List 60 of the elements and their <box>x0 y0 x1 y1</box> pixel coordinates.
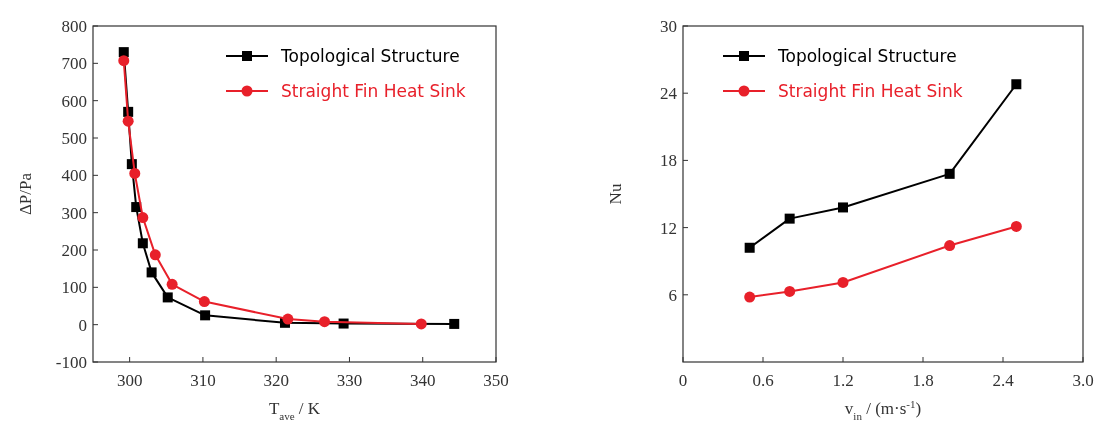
point <box>784 213 795 224</box>
y-axis-title: ΔP/Pa <box>16 172 35 216</box>
point <box>118 47 129 58</box>
point <box>1010 220 1022 232</box>
point <box>449 318 460 329</box>
point <box>744 242 755 253</box>
point <box>944 240 956 252</box>
y-axis-title: Nu <box>606 183 625 205</box>
point <box>838 202 848 213</box>
x-tick-label: 340 <box>409 371 436 390</box>
point <box>162 292 173 303</box>
y-tick-label: 800 <box>61 16 87 36</box>
point <box>149 249 161 261</box>
point <box>837 276 849 288</box>
y-tick-label: 400 <box>61 166 87 186</box>
legend-label: Topological Structure <box>777 45 957 66</box>
x-tick-label: 2.4 <box>992 371 1015 390</box>
x-tick-label: 300 <box>116 371 143 390</box>
legend-label: Straight Fin Heat Sink <box>281 80 466 101</box>
y-tick-label: 300 <box>61 203 87 223</box>
point <box>129 167 141 179</box>
point <box>146 267 157 278</box>
y-tick-label: -100 <box>55 352 87 372</box>
x-tick-label: 1.2 <box>832 371 854 390</box>
y-tick-label: 600 <box>61 91 87 111</box>
point <box>944 168 955 179</box>
point <box>118 55 130 67</box>
x-tick-label: 310 <box>190 371 216 390</box>
x-axis-title: T$_{ave}$ / K <box>268 399 321 422</box>
y-tick-label: 18 <box>660 151 677 171</box>
legend-label: Topological Structure <box>280 45 460 66</box>
point <box>319 316 331 328</box>
point <box>200 310 211 321</box>
y-tick-label: 12 <box>660 218 677 238</box>
x-tick-label: 0.6 <box>752 371 774 390</box>
point <box>744 291 756 303</box>
point <box>415 318 427 330</box>
y-tick-label: 0 <box>78 315 87 335</box>
point <box>166 278 178 290</box>
y-tick-label: 100 <box>61 278 87 298</box>
legend-label: Straight Fin Heat Sink <box>778 80 963 101</box>
point <box>282 313 294 325</box>
x-tick-label: 3.0 <box>1072 371 1094 390</box>
point <box>137 238 148 249</box>
y-tick-label: 30 <box>660 16 677 36</box>
point <box>122 115 134 127</box>
y-tick-label: 200 <box>61 240 87 260</box>
point <box>1011 79 1022 90</box>
point <box>198 296 210 308</box>
x-tick-label: 330 <box>336 371 363 390</box>
y-tick-label: 700 <box>61 54 87 74</box>
y-tick-label: 24 <box>660 84 678 104</box>
x-tick-label: 350 <box>483 371 509 390</box>
y-tick-label: 6 <box>668 285 677 305</box>
y-tick-label: 500 <box>61 128 87 148</box>
point <box>784 285 796 297</box>
x-tick-label: 320 <box>263 371 289 390</box>
x-axis-title: v$_{in}$ / (m·s$^{-1}$) <box>844 398 922 422</box>
x-tick-label: 1.8 <box>912 371 934 390</box>
point <box>137 212 149 224</box>
